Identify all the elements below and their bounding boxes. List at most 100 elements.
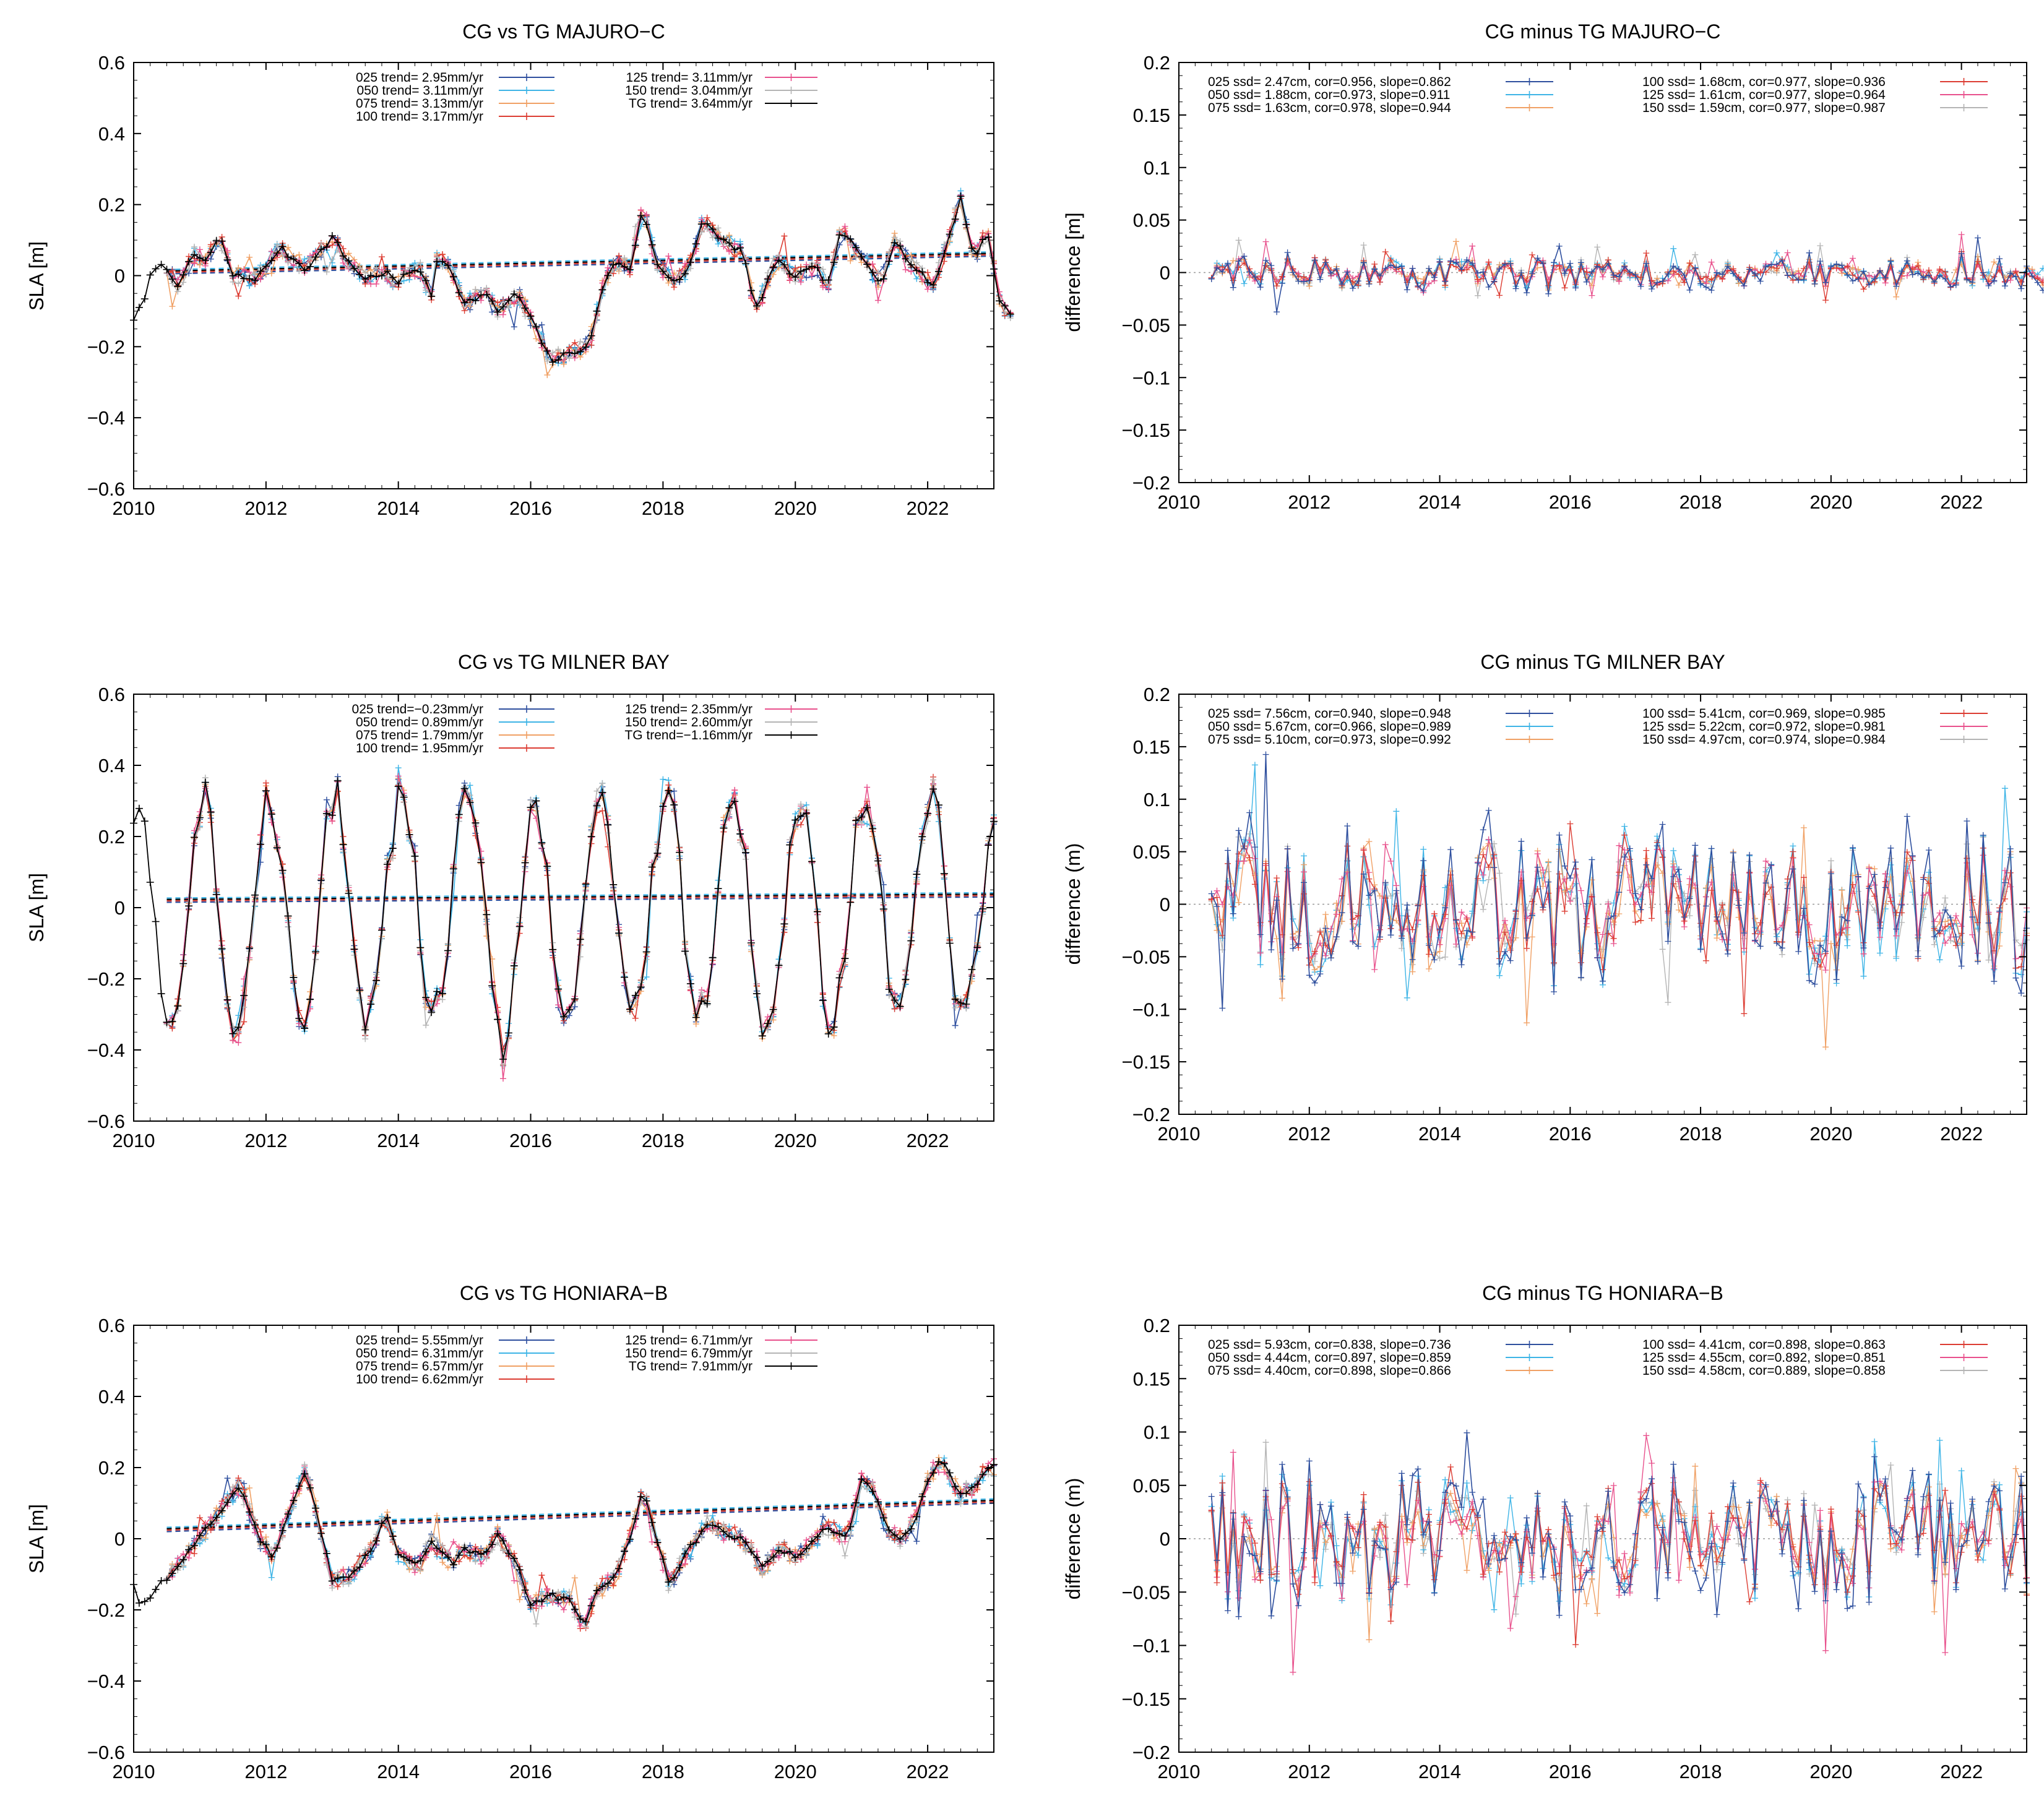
y-tick-label: 0.6	[98, 684, 125, 705]
legend-entry: 125 ssd= 1.61cm, cor=0.977, slope=0.964	[1642, 88, 1886, 102]
x-tick-label: 2010	[113, 497, 155, 519]
y-tick-label: −0.1	[1132, 367, 1170, 389]
x-tick-label: 2012	[1288, 1123, 1330, 1145]
y-tick-label: 0	[114, 1528, 125, 1550]
panel-honiara-diff: CG minus TG HONIARA−B difference (m) 201…	[1062, 1282, 2030, 1782]
x-tick-label: 2010	[1158, 1123, 1201, 1145]
y-tick-label: 0.2	[98, 194, 125, 216]
legend-entry: 075 ssd= 1.63cm, cor=0.978, slope=0.944	[1208, 101, 1451, 115]
y-tick-label: −0.2	[87, 968, 125, 990]
legend-entry: 100 trend= 3.17mm/yr	[356, 110, 483, 124]
series-lines	[1179, 751, 2030, 1051]
y-tick-label: 0.1	[1144, 157, 1170, 179]
y-tick-label: −0.05	[1122, 1581, 1170, 1603]
x-tick-label: 2022	[1940, 491, 1983, 513]
x-tick-label: 2016	[1549, 491, 1592, 513]
y-tick-label: 0.4	[98, 755, 125, 776]
y-tick-label: −0.4	[87, 1671, 125, 1692]
legend-entry: 150 ssd= 4.97cm, cor=0.974, slope=0.984	[1642, 733, 1886, 747]
x-tick-label: 2020	[774, 497, 817, 519]
x-tick-label: 2018	[642, 1130, 684, 1151]
x-tick-label: 2022	[1940, 1123, 1983, 1145]
y-tick-label: 0.2	[1144, 52, 1170, 74]
legend-entry: 050 ssd= 1.88cm, cor=0.973, slope=0.911	[1208, 88, 1450, 102]
legend-entry: 050 trend= 0.89mm/yr	[356, 715, 483, 729]
x-tick-label: 2018	[1680, 491, 1722, 513]
x-tick-label: 2012	[244, 497, 287, 519]
y-tick-label: 0.2	[1144, 684, 1170, 705]
axis-ticks: 2010 2012 2014 2016 2018 2020 2022 0.6 0.4 0.2 0 −0…	[87, 52, 994, 519]
y-tick-label: 0.6	[98, 52, 125, 74]
x-tick-label: 2020	[1809, 491, 1852, 513]
x-tick-label: 2014	[1418, 1123, 1461, 1145]
legend-entry: 150 ssd= 4.58cm, cor=0.889, slope=0.858	[1642, 1364, 1886, 1378]
legend-entry: 150 trend= 6.79mm/yr	[625, 1346, 752, 1361]
legend-entry: 100 ssd= 1.68cm, cor=0.977, slope=0.936	[1642, 75, 1886, 89]
y-tick-label: 0	[1160, 894, 1170, 916]
x-tick-label: 2014	[1418, 491, 1461, 513]
series-lines	[1179, 231, 2044, 316]
panel-title: CG vs TG HONIARA−B	[460, 1282, 668, 1304]
y-tick-label: −0.1	[1132, 999, 1170, 1020]
y-tick-label: −0.6	[87, 1111, 125, 1132]
x-tick-label: 2016	[509, 1761, 552, 1782]
y-axis-label: difference (m)	[1062, 843, 1084, 965]
legend-entry: 050 trend= 6.31mm/yr	[356, 1346, 483, 1361]
legend-entry: 025 ssd= 2.47cm, cor=0.956, slope=0.862	[1208, 75, 1451, 89]
x-tick-label: 2022	[1940, 1761, 1983, 1782]
x-tick-label: 2014	[1418, 1761, 1461, 1782]
x-tick-label: 2018	[642, 1761, 684, 1782]
y-axis-label: difference (m)	[1062, 1478, 1084, 1600]
x-tick-label: 2020	[774, 1761, 817, 1782]
panel-title: CG minus TG MAJURO−C	[1485, 20, 1721, 43]
x-tick-label: 2018	[1680, 1123, 1722, 1145]
y-tick-label: 0.2	[98, 826, 125, 848]
x-tick-label: 2014	[377, 497, 420, 519]
y-tick-label: 0.15	[1133, 1368, 1170, 1390]
x-tick-label: 2016	[509, 497, 552, 519]
panel-majuro-sla: CG vs TG MAJURO−C SLA [m] 2010 2012 2014 20…	[25, 20, 1014, 519]
y-tick-label: −0.4	[87, 1039, 125, 1061]
y-tick-label: −0.1	[1132, 1635, 1170, 1657]
legend: 025 ssd= 2.47cm, cor=0.956, slope=0.8620…	[1208, 75, 1988, 115]
panel-milner-diff: CG minus TG MILNER BAY difference (m) 20…	[1062, 651, 2030, 1145]
series-lines	[130, 187, 1014, 379]
legend-entry: 050 ssd= 5.67cm, cor=0.966, slope=0.989	[1208, 720, 1451, 734]
legend-entry: 075 trend= 6.57mm/yr	[356, 1359, 483, 1374]
y-tick-label: −0.05	[1122, 314, 1170, 336]
y-tick-label: −0.2	[1132, 1104, 1170, 1125]
y-tick-label: −0.6	[87, 478, 125, 500]
legend-entry: 100 ssd= 5.41cm, cor=0.969, slope=0.985	[1642, 707, 1886, 721]
panel-title: CG vs TG MAJURO−C	[462, 20, 665, 43]
x-tick-label: 2012	[1288, 1761, 1330, 1782]
x-tick-label: 2010	[1158, 491, 1201, 513]
y-axis-label: SLA [m]	[25, 1504, 48, 1573]
series-s025	[1210, 238, 2043, 312]
x-tick-label: 2022	[907, 1761, 949, 1782]
legend-entry: 100 trend= 1.95mm/yr	[356, 741, 483, 755]
legend-entry: 100 ssd= 4.41cm, cor=0.898, slope=0.863	[1642, 1338, 1886, 1352]
y-tick-label: 0	[1160, 1528, 1170, 1550]
x-tick-label: 2018	[1680, 1761, 1722, 1782]
legend-entry: 125 ssd= 5.22cm, cor=0.972, slope=0.981	[1642, 720, 1886, 734]
legend-entry: 075 ssd= 4.40cm, cor=0.898, slope=0.866	[1208, 1364, 1451, 1378]
y-tick-label: 0.15	[1133, 736, 1170, 758]
legend-entry: 075 ssd= 5.10cm, cor=0.973, slope=0.992	[1208, 733, 1451, 747]
legend: 025 ssd= 7.56cm, cor=0.940, slope=0.9480…	[1208, 707, 1988, 747]
legend-entry: 025 trend= 5.55mm/yr	[356, 1333, 483, 1348]
series-lines	[130, 765, 998, 1082]
x-tick-label: 2010	[113, 1130, 155, 1151]
legend-entry: 150 trend= 3.04mm/yr	[625, 84, 752, 98]
y-tick-label: 0.2	[98, 1457, 125, 1479]
legend-entry: 050 ssd= 4.44cm, cor=0.897, slope=0.859	[1208, 1351, 1451, 1365]
legend-entry: 025 ssd= 7.56cm, cor=0.940, slope=0.948	[1208, 707, 1451, 721]
y-tick-label: 0.15	[1133, 105, 1170, 126]
trend-line	[166, 892, 994, 899]
legend-entry: 050 trend= 3.11mm/yr	[357, 84, 483, 98]
legend-entry: TG trend= 7.91mm/yr	[629, 1359, 752, 1374]
x-tick-label: 2012	[1288, 491, 1330, 513]
axis-ticks: 2010 2012 2014 2016 2018 2020 2022 0.2 0.15 0.1 0.…	[1122, 1315, 2027, 1782]
y-tick-label: −0.2	[1132, 472, 1170, 494]
x-tick-label: 2014	[377, 1761, 420, 1782]
